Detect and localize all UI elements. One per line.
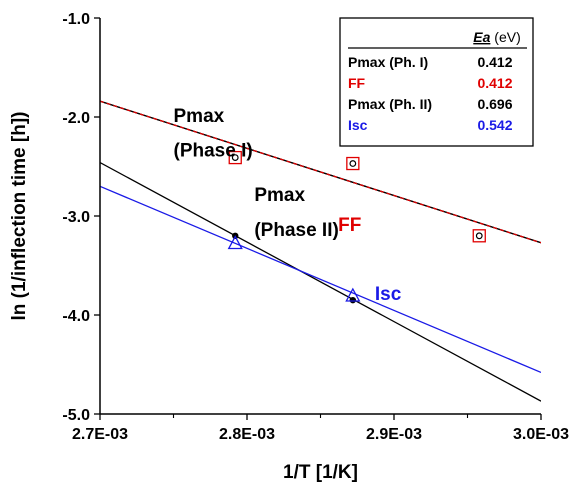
fit-lines: [100, 100, 541, 402]
y-tick-label: -4.0: [62, 308, 90, 325]
annotation-label: (Phase II): [254, 220, 338, 241]
legend-header-unit: (eV): [494, 29, 520, 45]
legend-row-label: Pmax (Ph. I): [348, 54, 428, 70]
point-series4-2: [345, 287, 361, 302]
legend-row-label: FF: [348, 75, 366, 91]
point-series3-2: [349, 296, 357, 304]
legend-row-value: 0.412: [477, 54, 512, 70]
x-axis-title: 1/T [1/K]: [283, 462, 358, 483]
annotation-label: Isc: [375, 284, 402, 305]
point-series2-3: [472, 229, 486, 243]
legend-row-label: Pmax (Ph. II): [348, 96, 432, 112]
x-tick-label: 2.8E-03: [219, 426, 275, 443]
legend-header: Ea (eV): [473, 29, 520, 45]
x-tick-label: 2.7E-03: [72, 426, 128, 443]
y-tick-label: -1.0: [62, 11, 90, 28]
legend-row-value: 0.542: [477, 117, 512, 133]
annotation-label: FF: [338, 215, 361, 236]
point-series2-1: [228, 150, 242, 165]
point-series4-1: [227, 235, 243, 250]
point-series1-2: [349, 160, 357, 167]
x-tick-label: 2.9E-03: [366, 426, 422, 443]
annotation-label: Pmax: [254, 185, 305, 206]
y-tick-label: -2.0: [62, 110, 90, 127]
y-tick-label: -5.0: [62, 407, 90, 424]
legend-row-value: 0.412: [477, 75, 512, 91]
legend-row-value: 0.696: [477, 96, 512, 112]
point-series1-3: [475, 232, 483, 240]
annotations: Pmax (Phase I) Pmax (Phase II) FF Isc: [174, 106, 402, 305]
legend-header-label: Ea: [473, 29, 490, 45]
axes: -1.0 -2.0 -3.0 -4.0 -5.0 2.7E-03 2.8E-03 2.9E-0…: [62, 11, 569, 443]
x-tick-label: 3.0E-03: [513, 426, 569, 443]
data-points: [227, 150, 486, 304]
annotation-label: Pmax: [174, 106, 225, 127]
fit-line-3: [100, 161, 541, 402]
fit-line-4: [100, 185, 541, 374]
y-axis-title: ln (1/inflection time [h]): [9, 112, 30, 321]
point-series2-2: [346, 156, 360, 171]
y-tick-label: -3.0: [62, 209, 90, 226]
legend-row-label: Isc: [348, 117, 368, 133]
legend-frame: [339, 17, 534, 147]
legend-rows: Pmax (Ph. I) 0.412 FF 0.412 Pmax (Ph. II) 0.6…: [348, 54, 513, 133]
point-series1-1: [231, 154, 239, 161]
annotation-label: (Phase I): [174, 141, 253, 162]
fit-line-2: [100, 100, 541, 244]
